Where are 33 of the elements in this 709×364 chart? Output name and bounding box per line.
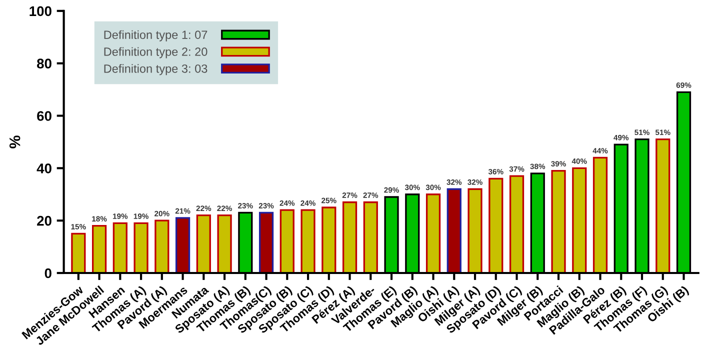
bar [154, 220, 170, 273]
y-tick-label: 60 [37, 111, 52, 121]
legend-label: Definition type 1: 07 [104, 30, 208, 42]
bar [509, 175, 524, 273]
bar [300, 209, 316, 273]
bar [134, 222, 148, 273]
y-tick-label: 80 [37, 58, 52, 69]
bar [71, 232, 86, 273]
bar [363, 201, 378, 273]
legend-label: Definition type 2: 20 [104, 47, 208, 58]
bar [196, 214, 211, 273]
bar [551, 170, 566, 273]
bar [280, 209, 294, 273]
bar [322, 206, 336, 273]
bar [468, 188, 482, 273]
y-axis-title: % [9, 136, 20, 148]
y-tick-label: 0 [44, 268, 52, 278]
legend-label: Definition type 3: 03 [104, 64, 208, 76]
y-tick-label: 100 [30, 6, 52, 16]
bar [488, 178, 504, 273]
y-tick-label: 40 [36, 164, 52, 174]
bar [217, 214, 232, 273]
bar [112, 222, 128, 273]
bar [92, 224, 107, 273]
bar [175, 217, 190, 273]
bar [656, 138, 670, 273]
y-tick-label: 20 [37, 216, 52, 226]
bar [426, 194, 441, 273]
bar [572, 167, 587, 273]
bar [258, 212, 274, 273]
bar [342, 201, 358, 273]
bar [592, 156, 608, 273]
bar [446, 188, 462, 273]
